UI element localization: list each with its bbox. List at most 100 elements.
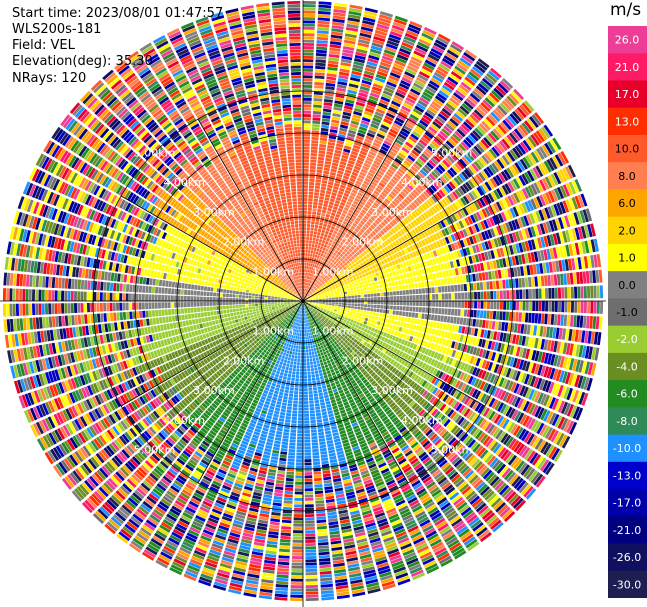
velocity-gate [356, 321, 360, 326]
velocity-gate [586, 315, 590, 329]
velocity-gate [350, 174, 357, 180]
velocity-gate [385, 273, 390, 278]
velocity-gate [308, 283, 311, 287]
velocity-gate [307, 253, 311, 257]
velocity-gate [388, 282, 392, 287]
velocity-gate [335, 143, 344, 148]
velocity-gate [409, 295, 413, 300]
velocity-gate [380, 58, 393, 65]
velocity-gate [411, 312, 416, 318]
velocity-gate [399, 306, 403, 311]
velocity-gate [359, 313, 363, 317]
velocity-gate [432, 294, 436, 300]
velocity-gate [551, 287, 555, 299]
velocity-gate [456, 276, 460, 284]
velocity-gate [320, 362, 324, 366]
velocity-gate [371, 144, 380, 151]
velocity-gate [313, 98, 323, 102]
velocity-gate [305, 292, 307, 296]
velocity-gate [318, 11, 331, 15]
velocity-gate [351, 298, 355, 301]
velocity-gate [321, 212, 326, 217]
velocity-gate [377, 151, 386, 158]
velocity-gate [351, 171, 359, 177]
velocity-gate [347, 305, 351, 309]
velocity-gate [347, 212, 353, 217]
velocity-gate [370, 319, 375, 324]
velocity-gate [416, 319, 421, 325]
velocity-gate [352, 168, 360, 174]
velocity-gate [323, 170, 330, 175]
velocity-gate [308, 279, 310, 283]
velocity-gate [577, 286, 581, 299]
velocity-gate [386, 323, 390, 329]
velocity-gate [383, 140, 392, 147]
velocity-gate [521, 277, 526, 288]
velocity-gate [332, 21, 345, 27]
velocity-gate [321, 209, 327, 214]
velocity-gate [396, 290, 400, 296]
velocity-gate [316, 268, 319, 273]
velocity-gate [352, 186, 359, 192]
velocity-gate [354, 138, 363, 144]
velocity-gate [414, 282, 419, 289]
velocity-gate [303, 210, 307, 214]
velocity-gate [307, 279, 309, 283]
velocity-gate [304, 262, 307, 266]
velocity-gate [303, 133, 311, 137]
velocity-gate [321, 250, 325, 254]
velocity-gate [415, 288, 419, 295]
velocity-gate [333, 9, 347, 14]
velocity-gate [362, 273, 366, 278]
velocity-gate [303, 249, 306, 253]
velocity-gate [381, 93, 392, 100]
velocity-gate [331, 302, 335, 305]
velocity-gate [350, 292, 354, 296]
velocity-gate [327, 249, 332, 254]
velocity-gate [303, 13, 316, 17]
velocity-gate [370, 147, 378, 154]
velocity-gate [303, 207, 307, 211]
velocity-gate [324, 364, 329, 369]
velocity-gate [337, 137, 345, 142]
velocity-gate [309, 233, 313, 238]
velocity-gate [304, 272, 306, 276]
velocity-gate [365, 314, 369, 318]
velocity-gate [328, 178, 335, 183]
velocity-gate [306, 240, 309, 244]
velocity-gate [303, 17, 316, 21]
velocity-gate [535, 288, 539, 299]
velocity-gate [590, 301, 594, 314]
velocity-gate [457, 301, 461, 308]
velocity-gate [528, 312, 532, 323]
velocity-gate [544, 288, 549, 299]
velocity-gate [303, 295, 305, 298]
velocity-gate [323, 223, 328, 228]
velocity-gate [427, 53, 440, 62]
velocity-gate [306, 223, 311, 228]
velocity-gate [431, 307, 435, 314]
velocity-gate [357, 95, 367, 101]
velocity-gate [451, 324, 456, 332]
velocity-gate [566, 273, 571, 285]
velocity-gate [362, 113, 372, 120]
velocity-gate [395, 285, 399, 291]
velocity-gate [356, 276, 360, 280]
velocity-gate [344, 169, 352, 174]
velocity-gate [540, 275, 545, 287]
velocity-gate [303, 0, 316, 5]
velocity-gate [359, 310, 364, 314]
velocity-gate [419, 275, 424, 282]
velocity-gate [340, 292, 345, 295]
velocity-gate [318, 4, 332, 9]
velocity-gate [319, 256, 323, 260]
velocity-gate [354, 280, 358, 284]
velocity-gate [413, 82, 424, 91]
velocity-gate [305, 288, 307, 292]
velocity-gate [519, 289, 523, 299]
velocity-gate [569, 272, 574, 285]
velocity-gate [325, 157, 332, 162]
velocity-gate [409, 323, 414, 330]
velocity-gate [386, 40, 399, 47]
velocity-gate [327, 221, 333, 226]
